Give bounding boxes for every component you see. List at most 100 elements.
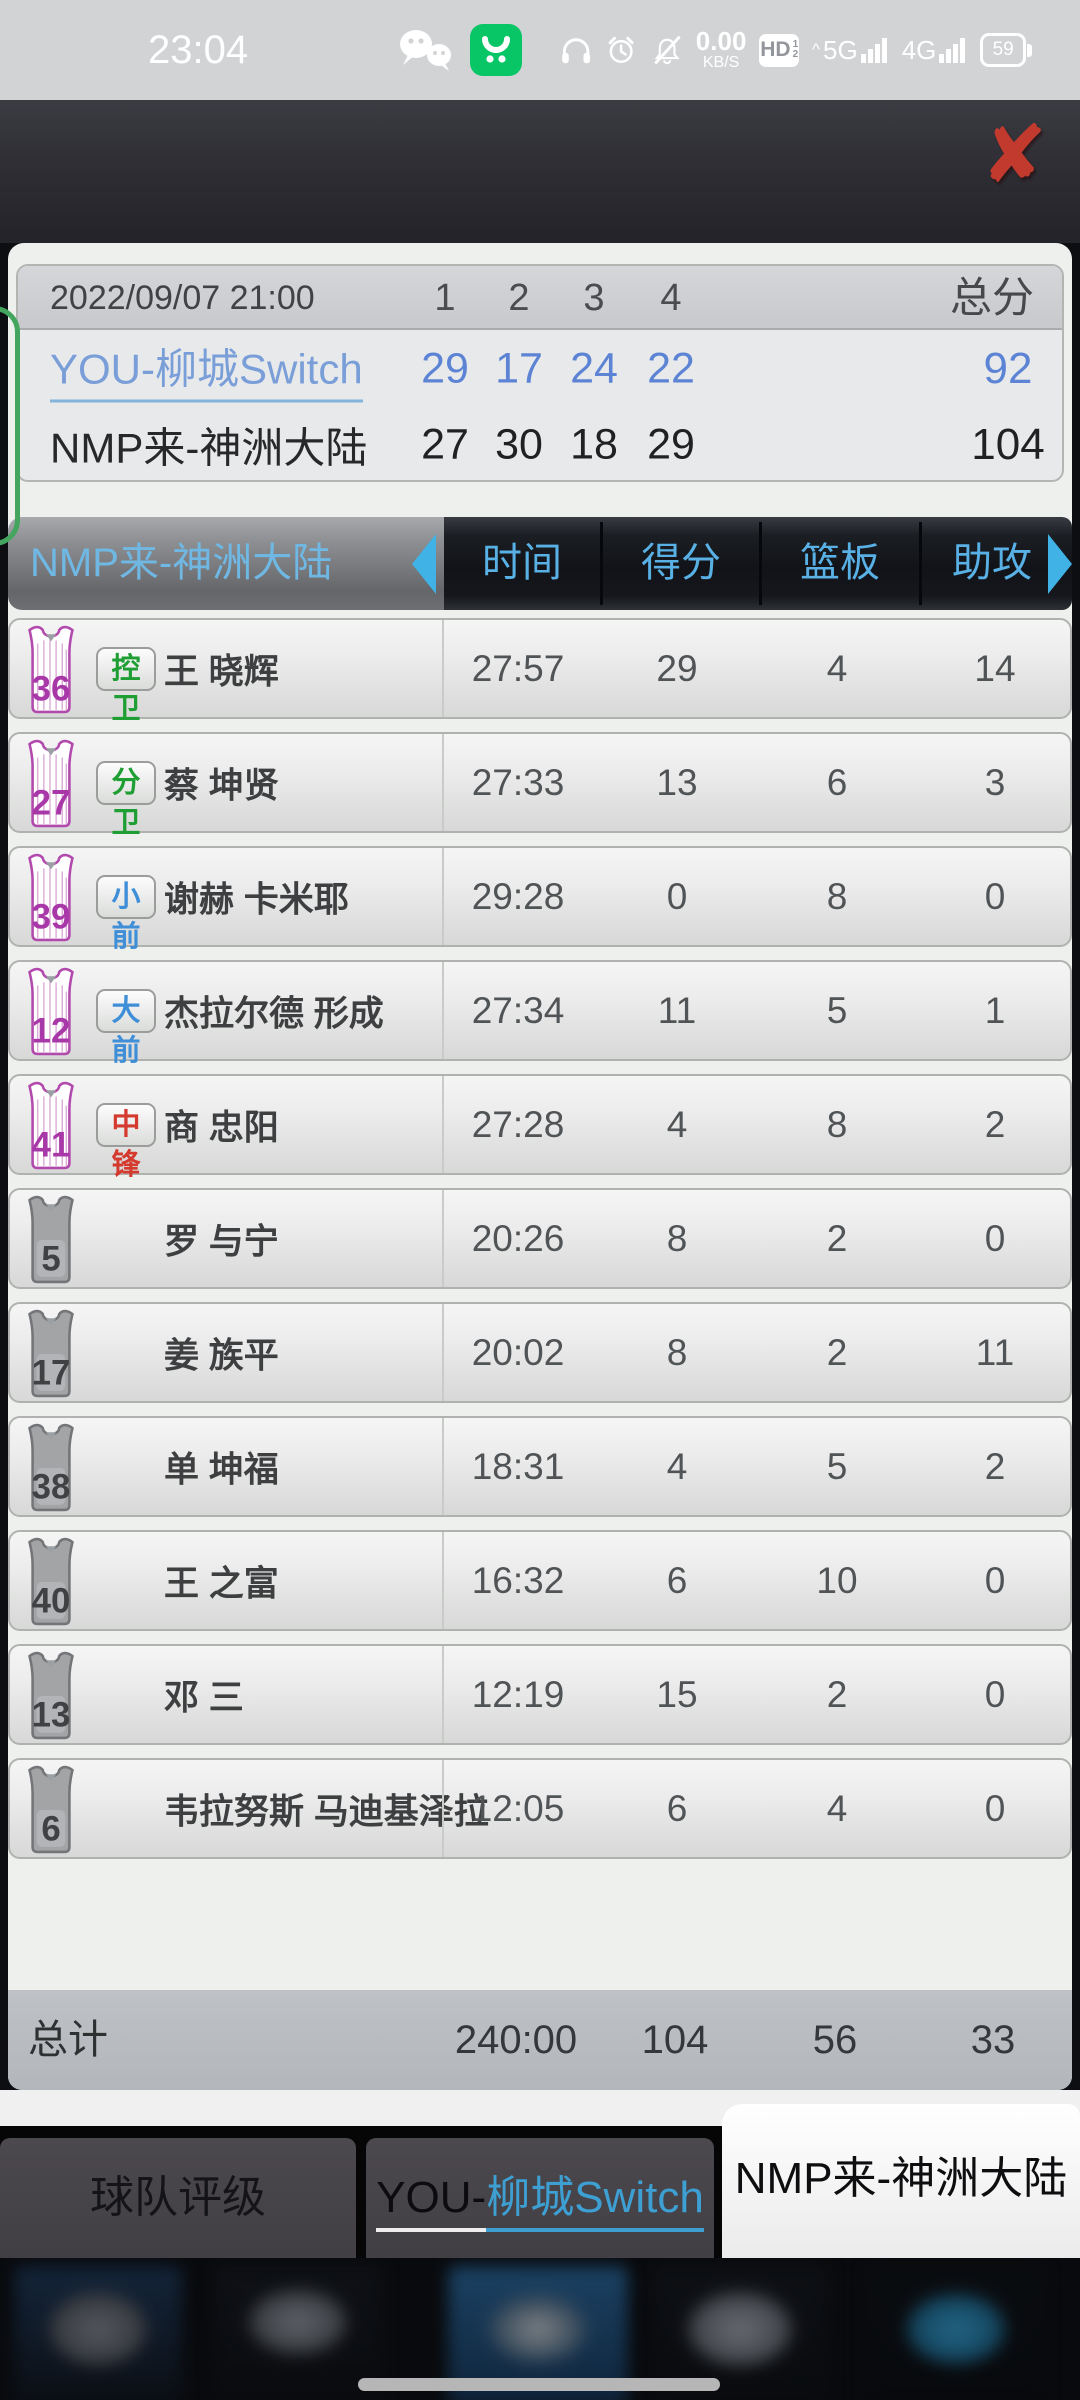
team-score-row-you: YOU-柳城Switch 29 17 24 22 92 bbox=[18, 332, 1062, 406]
player-points: 8 bbox=[666, 1332, 688, 1373]
player-time: 27:34 bbox=[471, 990, 565, 1031]
player-row[interactable]: 5 罗 与宁 20:26 8 2 0 bbox=[8, 1188, 1072, 1289]
player-points: 29 bbox=[656, 648, 698, 689]
player-rebounds: 4 bbox=[826, 1788, 848, 1829]
svg-text:38: 38 bbox=[32, 1469, 71, 1507]
player-points: 15 bbox=[656, 1674, 698, 1715]
jersey-icon: 6 bbox=[28, 1765, 74, 1854]
scroll-left-icon[interactable] bbox=[412, 533, 436, 594]
alarm-icon bbox=[608, 36, 634, 64]
status-bar: 23:04 bbox=[0, 0, 1080, 100]
jersey-icon: 5 bbox=[28, 1195, 74, 1284]
player-row[interactable]: 36 控卫 王 晓辉 27:57 29 4 14 bbox=[8, 618, 1072, 725]
position-badge: 大前 bbox=[96, 988, 156, 1067]
player-assists: 0 bbox=[984, 876, 1006, 917]
stat-columns: 时间 得分 篮板 助攻 bbox=[444, 517, 1072, 610]
column-rebounds[interactable]: 篮板 bbox=[800, 541, 880, 585]
column-points[interactable]: 得分 bbox=[641, 541, 721, 585]
player-time: 29:28 bbox=[471, 876, 565, 917]
position-badge: 分卫 bbox=[96, 760, 156, 839]
player-time: 20:26 bbox=[471, 1218, 565, 1259]
svg-text:13: 13 bbox=[32, 1697, 71, 1735]
jersey-icon: 41 bbox=[28, 1081, 74, 1170]
player-rebounds: 6 bbox=[826, 762, 848, 803]
player-assists: 14 bbox=[974, 648, 1016, 689]
scoreboard: 2022/09/07 21:00 1 2 3 4 总分 YOU-柳城Switch… bbox=[16, 264, 1064, 482]
player-time: 27:28 bbox=[471, 1104, 565, 1145]
player-name: 韦拉努斯 马迪基泽拉 bbox=[164, 1792, 489, 1831]
player-rebounds: 2 bbox=[826, 1674, 848, 1715]
player-row[interactable]: 27 分卫 蔡 坤贤 27:33 13 6 3 bbox=[8, 732, 1072, 839]
player-row[interactable]: 40 王 之富 16:32 6 10 0 bbox=[8, 1530, 1072, 1631]
player-time: 16:32 bbox=[471, 1560, 565, 1601]
player-assists: 3 bbox=[984, 762, 1006, 803]
total-score-label: 总分 bbox=[949, 274, 1034, 321]
svg-text:17: 17 bbox=[32, 1355, 71, 1393]
signal-4g-icon: 4G bbox=[902, 35, 968, 65]
player-name: 单 坤福 bbox=[164, 1450, 279, 1489]
player-name: 杰拉尔德 形成 bbox=[164, 994, 384, 1033]
svg-text:39: 39 bbox=[32, 899, 71, 937]
player-rebounds: 8 bbox=[826, 1104, 848, 1145]
close-button[interactable]: ✘ bbox=[966, 106, 1062, 202]
player-row[interactable]: 17 姜 族平 20:02 8 2 11 bbox=[8, 1302, 1072, 1403]
tab-team-nmp[interactable]: NMP来-神洲大陆 bbox=[722, 2104, 1080, 2258]
app-notification-icon bbox=[470, 24, 522, 76]
totals-points: 104 bbox=[641, 2018, 709, 2062]
player-rebounds: 10 bbox=[816, 1560, 858, 1601]
team-score-row-nmp: NMP来-神洲大陆 27 30 18 29 104 bbox=[18, 408, 1062, 482]
quarter-score: 29 bbox=[647, 420, 695, 469]
quarter-score: 29 bbox=[421, 344, 469, 393]
player-row[interactable]: 41 中锋 商 忠阳 27:28 4 8 2 bbox=[8, 1074, 1072, 1181]
battery-icon: 59 bbox=[980, 33, 1032, 67]
game-menu-tile bbox=[448, 2266, 628, 2400]
svg-text:6: 6 bbox=[41, 1811, 60, 1849]
quarter-label: 3 bbox=[583, 277, 605, 319]
player-time: 27:33 bbox=[471, 762, 565, 803]
home-indicator[interactable] bbox=[358, 2378, 720, 2391]
jersey-icon: 38 bbox=[28, 1423, 74, 1512]
totals-label: 总计 bbox=[28, 2018, 108, 2062]
total-score: 104 bbox=[971, 420, 1045, 469]
jersey-icon: 40 bbox=[28, 1537, 74, 1626]
team-name[interactable]: YOU-柳城Switch bbox=[50, 336, 363, 403]
player-rebounds: 2 bbox=[826, 1218, 848, 1259]
selected-team-name: NMP来-神洲大陆 bbox=[30, 541, 333, 585]
quarter-score: 27 bbox=[421, 420, 469, 469]
column-assists[interactable]: 助攻 bbox=[952, 541, 1032, 585]
position-badge: 中锋 bbox=[96, 1102, 156, 1181]
player-row[interactable]: 39 小前 谢赫 卡米耶 29:28 0 8 0 bbox=[8, 846, 1072, 953]
player-points: 4 bbox=[666, 1104, 688, 1145]
player-points: 4 bbox=[666, 1446, 688, 1487]
clock-text: 23:04 bbox=[148, 28, 249, 72]
tab-team-rating[interactable]: 球队评级 bbox=[0, 2138, 356, 2258]
player-row[interactable]: 6 韦拉努斯 马迪基泽拉 12:05 6 4 0 bbox=[8, 1758, 1072, 1859]
jersey-icon: 17 bbox=[28, 1309, 74, 1398]
player-row[interactable]: 12 大前 杰拉尔德 形成 27:34 11 5 1 bbox=[8, 960, 1072, 1067]
quarter-label: 2 bbox=[508, 277, 530, 319]
scroll-right-icon[interactable] bbox=[1048, 533, 1072, 594]
headphones-icon bbox=[562, 38, 591, 64]
scoreboard-header: 2022/09/07 21:00 1 2 3 4 总分 bbox=[18, 266, 1062, 330]
player-name: 邓 三 bbox=[164, 1678, 244, 1717]
player-name: 谢赫 卡米耶 bbox=[164, 880, 349, 919]
selected-team-header[interactable]: NMP来-神洲大陆 bbox=[8, 517, 444, 610]
tab-team-you[interactable]: YOU-柳城Switch bbox=[366, 2138, 714, 2258]
close-icon: ✘ bbox=[980, 109, 1048, 199]
totals-time: 240:00 bbox=[454, 2018, 578, 2062]
position-badge: 小前 bbox=[96, 874, 156, 953]
player-rebounds: 5 bbox=[826, 1446, 848, 1487]
quarter-score: 18 bbox=[570, 420, 618, 469]
player-rebounds: 5 bbox=[826, 990, 848, 1031]
player-assists: 2 bbox=[984, 1446, 1006, 1487]
player-row[interactable]: 13 邓 三 12:19 15 2 0 bbox=[8, 1644, 1072, 1745]
player-name: 王 晓辉 bbox=[164, 652, 279, 691]
column-time[interactable]: 时间 bbox=[482, 541, 562, 585]
jersey-icon: 13 bbox=[28, 1651, 74, 1740]
player-row[interactable]: 38 单 坤福 18:31 4 5 2 bbox=[8, 1416, 1072, 1517]
signal-5g-icon: ^ 5G bbox=[812, 35, 889, 65]
player-name: 商 忠阳 bbox=[164, 1108, 279, 1147]
wechat-icon bbox=[400, 30, 451, 71]
svg-text:12: 12 bbox=[32, 1013, 71, 1051]
